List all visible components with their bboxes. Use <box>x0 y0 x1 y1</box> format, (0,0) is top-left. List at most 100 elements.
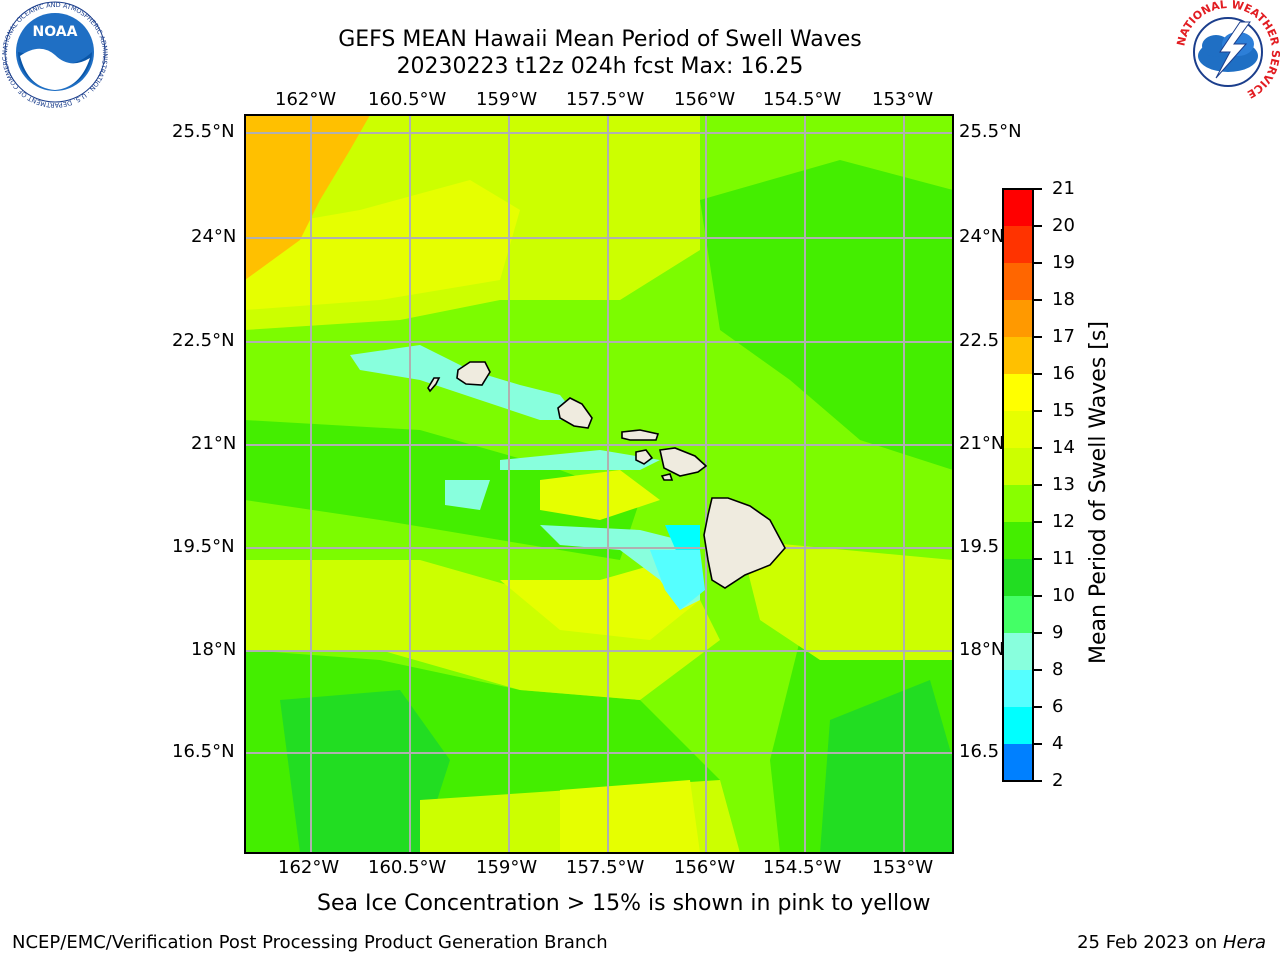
sea-ice-note: Sea Ice Concentration > 15% is shown in … <box>317 891 931 916</box>
lat-label-right: 19.5 <box>959 536 1000 557</box>
colorbar-tick-mark <box>1034 262 1042 264</box>
lon-label-bottom: 157.5°W <box>566 857 645 878</box>
colorbar-band <box>1003 559 1033 597</box>
map-title: GEFS MEAN Hawaii Mean Period of Swell Wa… <box>338 27 862 52</box>
lat-label-left: 24°N <box>191 226 237 247</box>
lon-label-top: 160.5°W <box>368 89 447 110</box>
map-frame <box>244 114 954 854</box>
colorbar-tick-mark <box>1034 743 1042 745</box>
lat-label-right: 22.5 <box>959 330 1000 351</box>
lon-label-top: 153°W <box>872 89 934 110</box>
colorbar-tick-label: 15 <box>1052 400 1075 421</box>
lon-label-bottom: 160.5°W <box>368 857 447 878</box>
island-big-island <box>703 497 786 589</box>
colorbar-band <box>1003 374 1033 412</box>
lat-label-left: 16.5°N <box>172 741 235 762</box>
footer-date: 25 Feb 2023 on Hera <box>1077 932 1266 953</box>
lat-label-right: 24°N <box>959 226 1005 247</box>
colorbar-band <box>1003 633 1033 671</box>
lon-label-bottom: 159°W <box>476 857 538 878</box>
lon-label-bottom: 153°W <box>872 857 934 878</box>
colorbar-tick-mark <box>1034 558 1042 560</box>
lon-label-top: 156°W <box>674 89 736 110</box>
colorbar-tick-mark <box>1034 336 1042 338</box>
colorbar-tick-mark <box>1034 188 1042 190</box>
lat-label-left: 25.5°N <box>172 121 235 142</box>
lat-label-left: 19.5°N <box>172 536 235 557</box>
colorbar-tick-label: 6 <box>1052 696 1064 717</box>
colorbar-tick-mark <box>1034 225 1042 227</box>
island-molokai <box>621 429 660 441</box>
colorbar-band <box>1003 522 1033 560</box>
map-field <box>245 115 953 853</box>
lat-label-right: 21°N <box>959 433 1005 454</box>
colorbar-tick-label: 20 <box>1052 215 1075 236</box>
colorbar-tick-mark <box>1034 447 1042 449</box>
colorbar-tick-label: 21 <box>1052 178 1075 199</box>
colorbar-tick-label: 10 <box>1052 585 1075 606</box>
field-region-yellow-green-4 <box>740 540 953 660</box>
colorbar-tick-mark <box>1034 632 1042 634</box>
field-region-yellow-3 <box>560 780 700 853</box>
island-kahoolawe <box>660 473 674 481</box>
field-region-seagreen-2 <box>820 680 953 853</box>
colorbar-band <box>1003 411 1033 449</box>
colorbar-tick-label: 19 <box>1052 252 1075 273</box>
lat-label-left: 22.5°N <box>172 330 235 351</box>
colorbar-tick-label: 17 <box>1052 326 1075 347</box>
colorbar-label: Mean Period of Swell Waves [s] <box>1086 321 1111 664</box>
field-region-aquamarine-2 <box>500 450 660 470</box>
footer-date-text: 25 Feb 2023 on <box>1077 932 1223 953</box>
field-region-aquamarine-3 <box>445 480 490 510</box>
island-maui <box>659 447 708 477</box>
hawaiian-islands <box>427 361 786 589</box>
island-lanai <box>635 449 654 465</box>
lon-label-top: 154.5°W <box>763 89 842 110</box>
colorbar-band <box>1003 485 1033 523</box>
colorbar-tick-mark <box>1034 373 1042 375</box>
lon-label-top: 157.5°W <box>566 89 645 110</box>
island-niihau <box>427 377 441 393</box>
map-subtitle: 20230223 t12z 024h fcst Max: 16.25 <box>396 54 804 79</box>
colorbar-tick-label: 12 <box>1052 511 1075 532</box>
colorbar-tick-mark <box>1034 299 1042 301</box>
colorbar-tick-label: 4 <box>1052 733 1064 754</box>
colorbar-band <box>1003 596 1033 634</box>
field-region-yellow-4 <box>540 470 660 520</box>
field-region-aquamarine-4 <box>540 525 700 610</box>
colorbar-band <box>1003 263 1033 301</box>
footer-host: Hera <box>1222 932 1266 953</box>
field-region-seagreen <box>280 690 450 853</box>
colorbar-frame <box>1002 188 1034 782</box>
footer-branch: NCEP/EMC/Verification Post Processing Pr… <box>12 932 608 953</box>
colorbar-tick-mark <box>1034 521 1042 523</box>
island-kauai <box>456 361 491 386</box>
lat-label-left: 21°N <box>191 433 237 454</box>
colorbar-band <box>1003 189 1033 227</box>
colorbar-tick-mark <box>1034 780 1042 782</box>
colorbar-tick-label: 14 <box>1052 437 1075 458</box>
noaa-logo-text: NOAA <box>33 24 78 40</box>
colorbar-band <box>1003 744 1033 782</box>
lat-label-right: 16.5 <box>959 741 1000 762</box>
colorbar <box>1002 188 1034 782</box>
field-region-yellow <box>245 180 520 310</box>
colorbar-tick-mark <box>1034 410 1042 412</box>
lon-label-top: 159°W <box>476 89 538 110</box>
colorbar-band <box>1003 670 1033 708</box>
island-oahu <box>557 397 593 429</box>
lat-label-right: 25.5°N <box>959 121 1022 142</box>
colorbar-band <box>1003 337 1033 375</box>
colorbar-tick-label: 13 <box>1052 474 1075 495</box>
colorbar-band <box>1003 300 1033 338</box>
lon-label-bottom: 154.5°W <box>763 857 842 878</box>
lat-label-right: 18°N <box>959 639 1005 660</box>
lat-label-left: 18°N <box>191 639 237 660</box>
colorbar-tick-label: 8 <box>1052 659 1064 680</box>
colorbar-tick-label: 11 <box>1052 548 1075 569</box>
lon-label-bottom: 162°W <box>278 857 340 878</box>
colorbar-label-wrap: Mean Period of Swell Waves [s] <box>1080 321 1120 964</box>
colorbar-band <box>1003 448 1033 486</box>
